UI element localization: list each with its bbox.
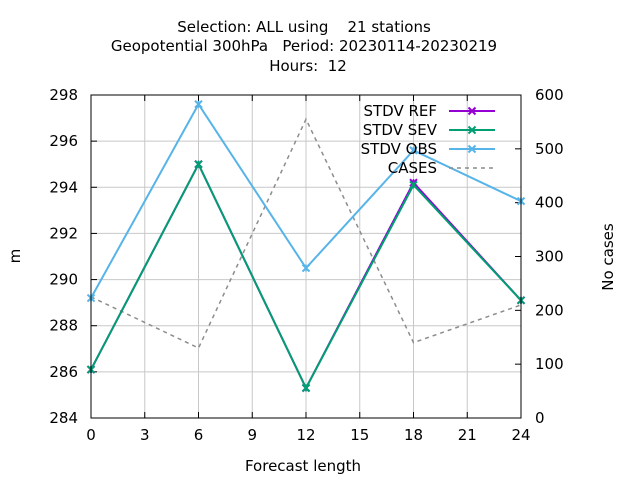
series-line-cases (90, 117, 522, 350)
data-point-stdv-obs-6 (194, 100, 203, 109)
x-tick-label-24: 24 (511, 426, 530, 444)
data-point-stdv-sev-18 (409, 180, 418, 190)
legend-label-stdv-ref: STDV REF (363, 102, 437, 120)
chart-title-line-2: Geopotential 300hPa Period: 20230114-202… (111, 37, 497, 55)
data-point-stdv-obs-18 (409, 146, 418, 155)
chart-title-line-1: Selection: ALL using 21 stations (177, 18, 431, 36)
y2-axis-label: No cases (599, 223, 617, 291)
y2-tick-label-200: 200 (535, 301, 564, 319)
legend-marker-b-stdv-ref (467, 106, 477, 116)
data-point-stdv-sev-12 (301, 383, 311, 393)
y-tick-label-290: 290 (49, 271, 78, 289)
chart-title-line-3: Hours: 12 (269, 57, 347, 75)
y2-tick-label-100: 100 (535, 355, 564, 373)
legend-marker-b-stdv-sev (467, 125, 477, 135)
x-axis-label: Forecast length (245, 457, 361, 475)
legend-item-stdv-sev: STDV SEV (363, 121, 495, 139)
y2-tick-label-500: 500 (535, 140, 564, 158)
y2-tick-label-600: 600 (535, 86, 564, 104)
data-point-stdv-obs-12 (301, 263, 311, 273)
plot-area-border (90, 94, 522, 419)
legend-marker-b-stdv-obs (467, 144, 477, 154)
x-tick-label-0: 0 (86, 426, 96, 444)
y-tick-label-298: 298 (49, 86, 78, 104)
y-tick-label-286: 286 (49, 363, 78, 381)
grid (91, 95, 521, 418)
y-axis-label: m (6, 249, 24, 264)
x-tick-label-9: 9 (247, 426, 257, 444)
y2-tick-label-300: 300 (535, 248, 564, 266)
legend-item-stdv-ref: STDV REF (363, 102, 495, 120)
legend-item-stdv-obs: STDV OBS (361, 140, 495, 158)
x-tick-label-3: 3 (140, 426, 150, 444)
series-group (86, 100, 526, 393)
x-tick-label-15: 15 (350, 426, 369, 444)
y-tick-label-292: 292 (49, 224, 78, 242)
x-axis-ticks: 0 3 6 9 12 15 18 21 24 (86, 95, 531, 444)
y-axis-ticks: 284 286 288 290 292 294 296 298 (49, 86, 97, 427)
legend-label-stdv-obs: STDV OBS (361, 140, 437, 158)
legend-label-stdv-sev: STDV SEV (363, 121, 438, 139)
y-tick-label-288: 288 (49, 317, 78, 335)
y-tick-label-284: 284 (49, 409, 78, 427)
y2-tick-label-0: 0 (535, 409, 545, 427)
x-tick-label-6: 6 (194, 426, 204, 444)
x-tick-label-12: 12 (296, 426, 315, 444)
y2-tick-label-400: 400 (535, 194, 564, 212)
x-tick-label-21: 21 (458, 426, 477, 444)
y-tick-label-296: 296 (49, 132, 78, 150)
y2-axis-ticks: 0 100 200 300 400 500 600 (515, 86, 564, 427)
data-point-stdv-sev-6 (194, 160, 203, 169)
legend-label-cases: CASES (388, 159, 437, 177)
legend-item-cases: CASES (388, 159, 495, 177)
y-tick-label-294: 294 (49, 178, 78, 196)
x-tick-label-18: 18 (404, 426, 423, 444)
